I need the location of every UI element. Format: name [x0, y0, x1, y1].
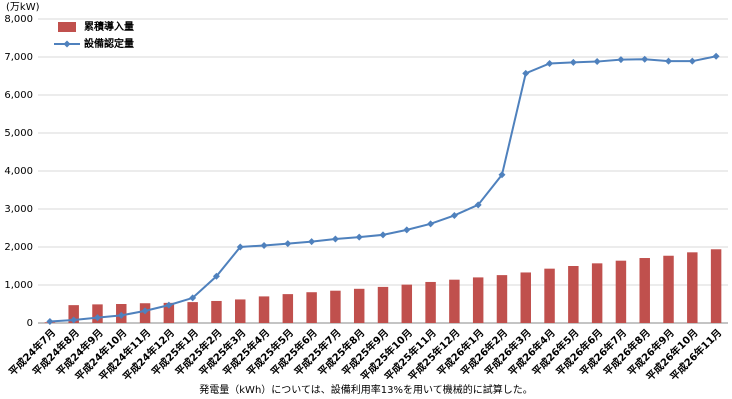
marker [546, 59, 554, 67]
y-tick-label: 8,000 [4, 14, 33, 25]
marker [450, 211, 458, 219]
bar [710, 249, 722, 323]
bar [663, 255, 674, 323]
bar [568, 266, 579, 323]
y-tick-label: 7,000 [4, 52, 33, 63]
marker [641, 55, 649, 63]
bar [591, 263, 603, 323]
bar [425, 281, 436, 323]
bar [163, 302, 175, 323]
y-tick-label: 5,000 [4, 128, 33, 139]
bar [472, 277, 484, 323]
bar [639, 258, 650, 323]
marker [379, 231, 387, 239]
bar [211, 300, 222, 323]
bar [306, 292, 317, 323]
y-tick-label: 2,000 [4, 242, 33, 253]
marker [403, 226, 411, 234]
bar [92, 304, 103, 323]
bar [520, 272, 531, 323]
marker [141, 307, 149, 315]
marker [427, 220, 435, 228]
marker [331, 235, 339, 243]
bar [68, 305, 79, 323]
bar [282, 294, 294, 323]
bar [235, 299, 246, 323]
legend-label: 累積導入量 [84, 20, 134, 33]
marker [212, 272, 220, 280]
legend-swatch [63, 40, 71, 48]
marker [355, 233, 363, 241]
marker [189, 294, 197, 302]
marker [46, 317, 54, 325]
bar [258, 296, 270, 323]
y-tick-label: 6,000 [4, 90, 33, 101]
marker [569, 58, 577, 66]
bar [330, 290, 341, 323]
marker [617, 56, 625, 64]
bar [449, 279, 460, 323]
y-tick-label: 0 [27, 318, 33, 329]
bar [187, 302, 198, 323]
marker [498, 171, 506, 179]
marker [117, 311, 125, 319]
bar [615, 260, 627, 323]
marker [165, 301, 173, 309]
marker [688, 57, 696, 65]
marker [474, 201, 482, 209]
marker [308, 238, 316, 246]
bar [687, 252, 698, 323]
legend-label: 設備認定量 [84, 37, 134, 50]
marker [70, 316, 78, 324]
footnote: 発電量（kWh）については、設備利用率13%を用いて機械的に試算した。 [199, 383, 532, 396]
marker [522, 69, 530, 77]
bar [377, 286, 389, 323]
bar [353, 288, 365, 323]
marker [260, 241, 268, 249]
bar [496, 275, 508, 323]
marker [284, 240, 292, 248]
bar [401, 284, 413, 323]
marker [93, 314, 101, 322]
marker [236, 243, 244, 251]
legend-swatch [58, 22, 76, 32]
y-tick-label: 3,000 [4, 204, 33, 215]
unit-label: (万kW) [6, 2, 40, 13]
bar [544, 268, 555, 323]
marker [593, 58, 601, 66]
y-tick-label: 4,000 [4, 166, 33, 177]
marker [665, 57, 673, 65]
y-tick-label: 1,000 [4, 280, 33, 291]
marker [712, 52, 720, 60]
